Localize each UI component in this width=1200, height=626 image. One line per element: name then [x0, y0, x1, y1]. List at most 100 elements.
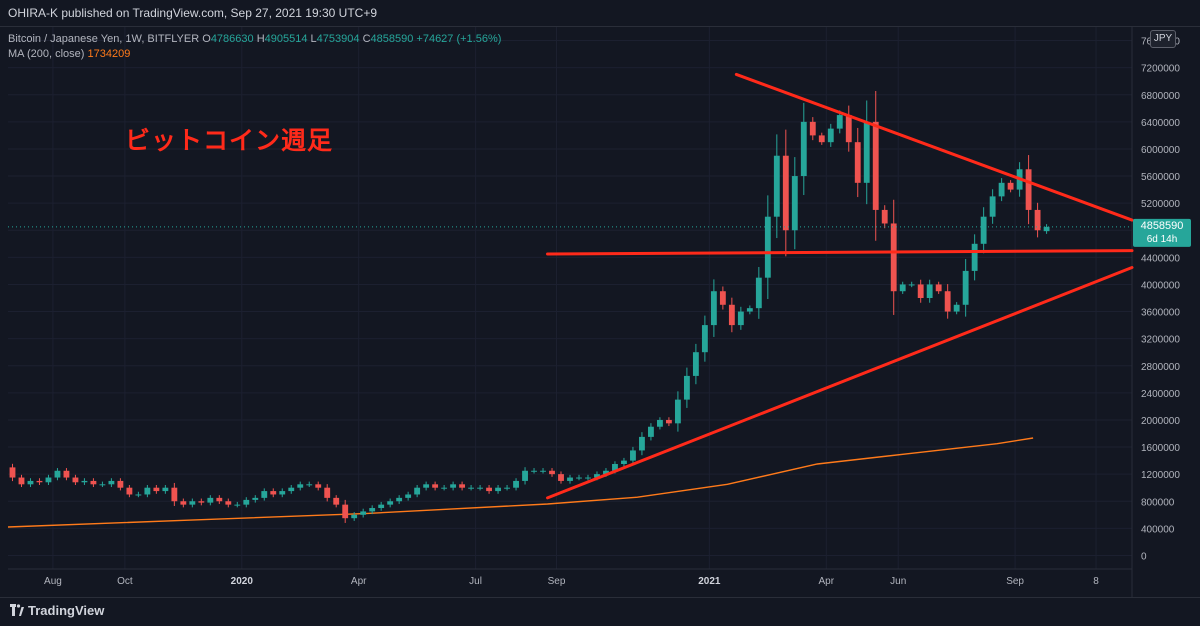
candle-body [477, 487, 484, 489]
candle-body [980, 216, 987, 244]
candle-body [216, 497, 223, 502]
candle-body [989, 196, 996, 217]
candle-body [486, 487, 492, 492]
y-tick-label: 400000 [1141, 524, 1175, 535]
candle-body [459, 484, 466, 488]
chart-legend: Bitcoin / Japanese Yen, 1W, BITFLYER O47… [8, 32, 501, 62]
y-tick-label: 6000000 [1141, 145, 1180, 156]
candle-body [1043, 226, 1050, 232]
y-tick-label: 5200000 [1141, 199, 1180, 210]
ma-200-line [7, 437, 1034, 528]
y-tick-label: 3200000 [1141, 335, 1180, 346]
candle-body [180, 501, 187, 505]
candle-body [225, 501, 232, 505]
y-tick-label: 5600000 [1141, 172, 1180, 183]
candle-body [737, 311, 744, 326]
candle-body [630, 450, 636, 461]
candle-body [719, 291, 726, 305]
candle-body [495, 487, 501, 492]
candle-body [261, 491, 268, 498]
candle-body [800, 121, 807, 177]
x-tick-label: Oct [117, 576, 133, 587]
candle-body [432, 484, 439, 488]
trend-line [546, 249, 1134, 256]
tradingview-brand[interactable]: TradingView [10, 603, 104, 618]
candle-body [594, 474, 600, 478]
candle-body [198, 501, 205, 503]
candle-body [333, 497, 340, 505]
candle-body [144, 487, 151, 495]
candle-body [998, 182, 1005, 197]
candle-body [567, 477, 573, 481]
candle-body [45, 477, 52, 483]
candle-body [162, 487, 169, 492]
candle-body [126, 487, 133, 495]
candle-body [396, 497, 403, 502]
candle-body [351, 514, 358, 519]
price-badge-bg [1133, 218, 1191, 247]
candle-body [1025, 169, 1032, 210]
candle-body [90, 480, 97, 485]
y-tick-label: 800000 [1141, 497, 1175, 508]
candle-body [18, 477, 25, 485]
chart-area[interactable]: 0 400000 800000 1200000 1600000 2000000 240000… [0, 27, 1200, 597]
candle-body [234, 504, 241, 506]
candle-body [306, 484, 313, 486]
y-tick-label: 4000000 [1141, 280, 1180, 291]
candle-body [414, 487, 421, 495]
candle-body [845, 115, 852, 143]
candle-body [378, 504, 385, 509]
candle-body [710, 291, 717, 326]
candle-body [908, 284, 915, 286]
candle-body [603, 470, 609, 475]
symbol-name: Bitcoin / Japanese Yen, 1W, BITFLYER [8, 33, 200, 45]
ma-label: MA (200, close) [8, 48, 85, 60]
y-tick-label: 2800000 [1141, 362, 1180, 373]
publisher-bar: OHIRA-K published on TradingView.com, Se… [0, 0, 1200, 27]
currency-button[interactable]: JPY [1150, 30, 1176, 48]
candle-body [81, 480, 88, 483]
candle-body [809, 121, 816, 136]
candle-body [576, 477, 582, 479]
candle-body [531, 470, 537, 472]
ma-value: 1734209 [87, 48, 131, 60]
candle-body [890, 223, 897, 292]
candle-body [324, 487, 331, 498]
y-tick-label: 0 [1141, 551, 1147, 562]
candle-body [782, 155, 789, 231]
candle-body [36, 480, 43, 483]
y-tick-label: 6800000 [1141, 91, 1180, 102]
candle-body [207, 497, 214, 503]
price-badge-value: 4858590 [1141, 220, 1184, 232]
candle-body [171, 487, 178, 502]
candle-body [746, 308, 753, 312]
candle-body [405, 494, 412, 498]
trend-line [546, 266, 1134, 500]
brand-name: TradingView [28, 603, 105, 618]
candle-body [899, 284, 906, 292]
close-value: 4858590 [370, 33, 414, 45]
x-tick-label: 2021 [698, 576, 721, 587]
low-label: L [310, 33, 317, 45]
x-tick-label: Sep [548, 576, 566, 587]
trend-line [734, 72, 1134, 222]
candle-body [621, 460, 627, 464]
candle-body [935, 284, 942, 292]
candle-body [827, 128, 834, 143]
candle-body [872, 121, 879, 210]
drawings-layer [546, 72, 1134, 500]
candle-body [540, 470, 546, 472]
candle-body [54, 470, 61, 478]
candle-body [674, 399, 681, 424]
chart-canvas[interactable]: 0 400000 800000 1200000 1600000 2000000 240000… [0, 27, 1200, 597]
high-value: 4905514 [264, 33, 308, 45]
high-label: H [256, 33, 265, 45]
candle-body [764, 216, 771, 278]
candle-body [189, 501, 196, 505]
y-tick-label: 1200000 [1141, 470, 1180, 481]
y-tick-label: 2000000 [1141, 416, 1180, 427]
candle-body [836, 115, 843, 129]
candle-body [665, 419, 672, 424]
candle-body [683, 375, 690, 400]
low-value: 4753904 [316, 33, 360, 45]
